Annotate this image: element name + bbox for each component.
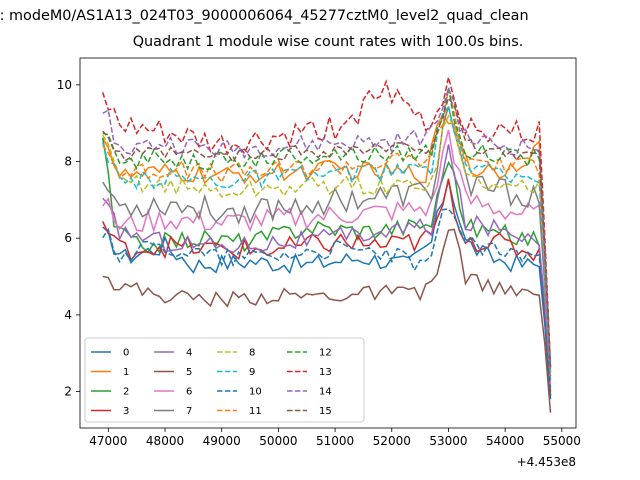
series-line-14 bbox=[102, 86, 552, 369]
legend-label: 11 bbox=[249, 406, 262, 417]
series-line-11 bbox=[102, 88, 552, 373]
x-tick-label: 52000 bbox=[373, 434, 411, 448]
y-tick-label: 8 bbox=[64, 155, 72, 169]
chart-title: Quadrant 1 module wise count rates with … bbox=[132, 34, 524, 50]
series-line-9 bbox=[101, 105, 552, 377]
legend-label: 14 bbox=[319, 387, 332, 398]
series-line-12 bbox=[102, 87, 552, 369]
series-line-13 bbox=[101, 77, 552, 365]
x-tick-label: 51000 bbox=[316, 434, 354, 448]
legend-label: 8 bbox=[249, 348, 255, 359]
suptitle-text: n file: modeM0/AS1A13_024T03_9000006064_… bbox=[0, 8, 529, 24]
y-tick-label: 4 bbox=[64, 308, 72, 322]
x-tick-label: 49000 bbox=[203, 434, 241, 448]
legend-label: 9 bbox=[249, 367, 255, 378]
series-line-3 bbox=[102, 178, 552, 396]
legend-label: 5 bbox=[186, 367, 192, 378]
y-tick-label: 6 bbox=[64, 231, 72, 245]
legend-box bbox=[84, 337, 365, 423]
legend-label: 3 bbox=[123, 406, 129, 417]
x-axis: 47000 48000 49000 50000 51000 52000 53000 54000… bbox=[89, 428, 581, 448]
legend-label: 1 bbox=[123, 367, 129, 378]
series-line-6 bbox=[102, 129, 552, 384]
x-tick-label: 50000 bbox=[259, 434, 297, 448]
y-axis: 2 4 6 8 10 bbox=[57, 78, 80, 399]
series-line-4 bbox=[102, 144, 552, 388]
series-line-8 bbox=[102, 114, 552, 377]
series-line-2 bbox=[101, 137, 552, 392]
series-line-10 bbox=[102, 208, 552, 396]
legend-label: 15 bbox=[319, 406, 332, 417]
series-line-0 bbox=[102, 180, 552, 400]
y-tick-label: 10 bbox=[57, 78, 72, 92]
x-tick-label: 54000 bbox=[486, 434, 524, 448]
legend-label: 4 bbox=[186, 348, 192, 359]
x-offset-label: +4.453e8 bbox=[517, 455, 576, 469]
legend-label: 0 bbox=[123, 348, 129, 359]
legend-label: 12 bbox=[319, 348, 332, 359]
legend-label: 10 bbox=[249, 387, 262, 398]
legend-label: 7 bbox=[186, 406, 192, 417]
series-line-5 bbox=[102, 228, 552, 413]
series-lines bbox=[101, 77, 552, 413]
x-tick-label: 53000 bbox=[429, 434, 467, 448]
legend-label: 13 bbox=[319, 367, 332, 378]
x-tick-label: 55000 bbox=[543, 434, 581, 448]
series-line-7 bbox=[102, 106, 552, 381]
y-tick-label: 2 bbox=[64, 385, 72, 399]
x-tick-label: 48000 bbox=[146, 434, 184, 448]
legend-label: 2 bbox=[123, 387, 129, 398]
figure-suptitle: n file: modeM0/AS1A13_024T03_9000006064_… bbox=[0, 5, 640, 27]
x-tick-label: 47000 bbox=[89, 434, 127, 448]
legend-label: 6 bbox=[186, 387, 192, 398]
plot-frame bbox=[79, 57, 577, 429]
